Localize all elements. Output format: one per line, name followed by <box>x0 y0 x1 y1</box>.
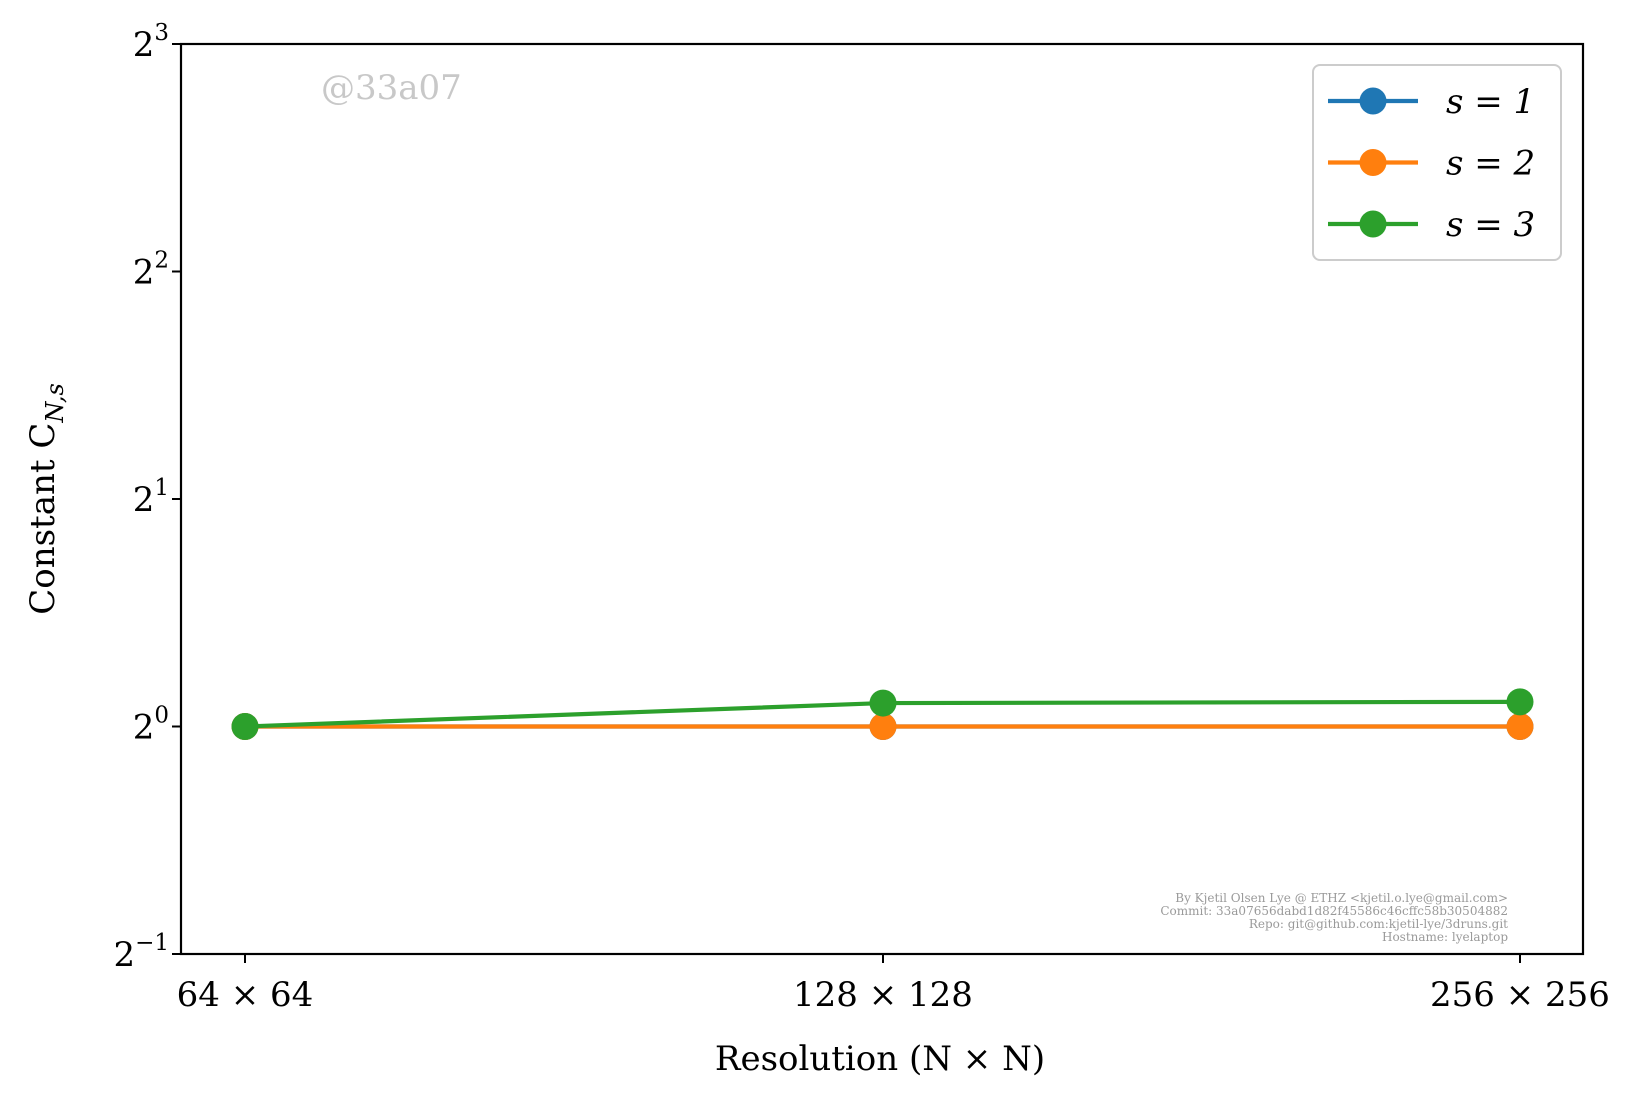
y-tick-exponent: 0 <box>154 703 169 729</box>
x-tick-label: 128 × 128 <box>793 975 973 1015</box>
x-tick-label: 64 × 64 <box>177 975 314 1015</box>
plot-marks <box>231 688 1534 740</box>
series-2-point <box>1506 713 1534 740</box>
x-tick-label: 256 × 256 <box>1430 975 1610 1015</box>
legend-label: s = 1 <box>1446 82 1535 122</box>
footer-line: Commit: 33a07656dabd1d82f45586c46cffc58b… <box>1160 904 1508 918</box>
y-tick-base: 2 <box>113 935 135 975</box>
x-axis-label: Resolution (N × N) <box>715 1039 1045 1079</box>
y-tick-exponent: −1 <box>135 930 169 956</box>
y-tick-exponent: 1 <box>154 475 169 501</box>
y-tick-base: 2 <box>133 25 155 65</box>
y-tick-exponent: 2 <box>154 248 169 274</box>
legend-marker <box>1359 87 1387 115</box>
watermark: @33a07 <box>321 68 462 108</box>
footer-line: Repo: git@github.com:kjetil-lye/3druns.g… <box>1249 917 1508 931</box>
footer-credits: By Kjetil Olsen Lye @ ETHZ <kjetil.o.lye… <box>1160 891 1508 944</box>
legend-label: s = 2 <box>1446 144 1535 184</box>
y-tick-label: 20 <box>133 703 169 748</box>
series-2-point <box>869 713 897 740</box>
legend-marker <box>1359 149 1387 176</box>
y-axis-label-main: Constant C <box>23 423 63 615</box>
y-tick-exponent: 3 <box>154 20 169 46</box>
series-3-point <box>869 689 897 717</box>
series-3-point <box>1506 688 1534 716</box>
footer-line: By Kjetil Olsen Lye @ ETHZ <kjetil.o.lye… <box>1175 891 1508 905</box>
y-axis-label: Constant CN,s <box>23 383 69 615</box>
legend: s = 1 s = 2 s = 3 <box>1312 64 1562 261</box>
y-tick-label: 22 <box>133 248 169 293</box>
series-3-point <box>231 713 259 740</box>
footer-line: Hostname: lyelaptop <box>1382 930 1508 944</box>
y-tick-base: 2 <box>133 708 155 748</box>
y-tick-base: 2 <box>133 253 155 293</box>
legend-label: s = 3 <box>1446 205 1535 245</box>
y-tick-base: 2 <box>133 480 155 520</box>
y-tick-label: 23 <box>133 20 169 65</box>
y-tick-label: 2−1 <box>113 930 169 975</box>
legend-marker <box>1359 210 1387 238</box>
y-axis-label-subscript: N,s <box>41 383 69 423</box>
y-tick-label: 21 <box>133 475 169 520</box>
